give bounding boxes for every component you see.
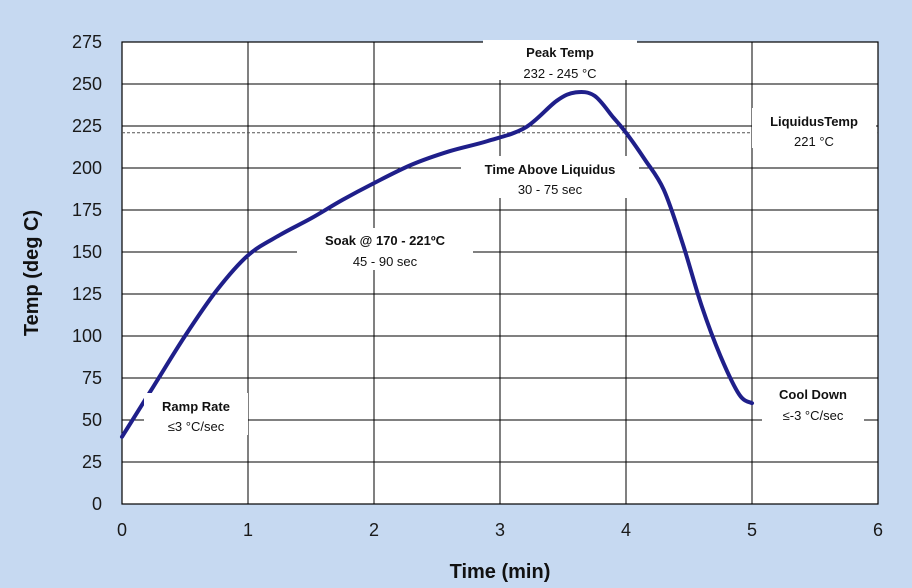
annotation-tal-title: Time Above Liquidus (485, 162, 616, 177)
x-axis-title: Time (min) (450, 561, 551, 583)
y-tick-25: 25 (82, 452, 102, 472)
annotation-cool-box (762, 381, 864, 421)
annotation-ramp-title: Ramp Rate (162, 399, 230, 414)
annotation-ramp-box (144, 393, 248, 435)
x-tick-labels: 0 1 2 3 4 5 6 (117, 520, 883, 540)
y-tick-100: 100 (72, 326, 102, 346)
annotation-tal: Time Above Liquidus 30 - 75 sec (461, 156, 639, 198)
temperature-profile-line (120, 89, 754, 439)
x-tick-5: 5 (747, 520, 757, 540)
annotation-ramp: Ramp Rate ≤3 °C/sec (144, 393, 248, 435)
x-tick-4: 4 (621, 520, 631, 540)
y-tick-200: 200 (72, 158, 102, 178)
annotation-cool: Cool Down ≤-3 °C/sec (762, 381, 864, 423)
annotation-tal-value: 30 - 75 sec (518, 182, 583, 197)
y-tick-175: 175 (72, 200, 102, 220)
annotations: Peak Temp 232 - 245 °C LiquidusTemp 221 °C T… (144, 40, 876, 435)
y-tick-150: 150 (72, 242, 102, 262)
annotation-peak-title: Peak Temp (526, 45, 594, 60)
x-tick-3: 3 (495, 520, 505, 540)
annotation-peak: Peak Temp 232 - 245 °C (483, 40, 637, 81)
annotation-cool-value: ≤-3 °C/sec (783, 408, 844, 423)
annotation-ramp-value: ≤3 °C/sec (168, 419, 225, 434)
annotation-liquidus-value: 221 °C (794, 134, 834, 149)
annotation-tal-box (461, 156, 639, 198)
x-tick-2: 2 (369, 520, 379, 540)
x-tick-1: 1 (243, 520, 253, 540)
x-tick-0: 0 (117, 520, 127, 540)
x-tick-6: 6 (873, 520, 883, 540)
y-tick-75: 75 (82, 368, 102, 388)
y-axis-title: Temp (deg C) (21, 210, 43, 336)
y-tick-225: 225 (72, 116, 102, 136)
annotation-cool-title: Cool Down (779, 387, 847, 402)
y-tick-50: 50 (82, 410, 102, 430)
y-tick-250: 250 (72, 74, 102, 94)
y-tick-275: 275 (72, 32, 102, 52)
y-tick-0: 0 (92, 494, 102, 514)
y-tick-labels: 0 25 50 75 100 125 150 175 200 225 250 275 (72, 32, 102, 514)
annotation-liquidus: LiquidusTemp 221 °C (752, 108, 876, 149)
annotation-soak-value: 45 - 90 sec (353, 254, 418, 269)
annotation-soak-box (297, 228, 473, 270)
annotation-soak: Soak @ 170 - 221ºC 45 - 90 sec (297, 228, 473, 270)
annotation-liquidus-title: LiquidusTemp (770, 114, 858, 129)
annotation-soak-title: Soak @ 170 - 221ºC (325, 233, 446, 248)
annotation-peak-box (483, 40, 637, 80)
y-tick-125: 125 (72, 284, 102, 304)
annotation-liquidus-box (752, 108, 876, 148)
annotation-peak-value: 232 - 245 °C (523, 66, 596, 81)
